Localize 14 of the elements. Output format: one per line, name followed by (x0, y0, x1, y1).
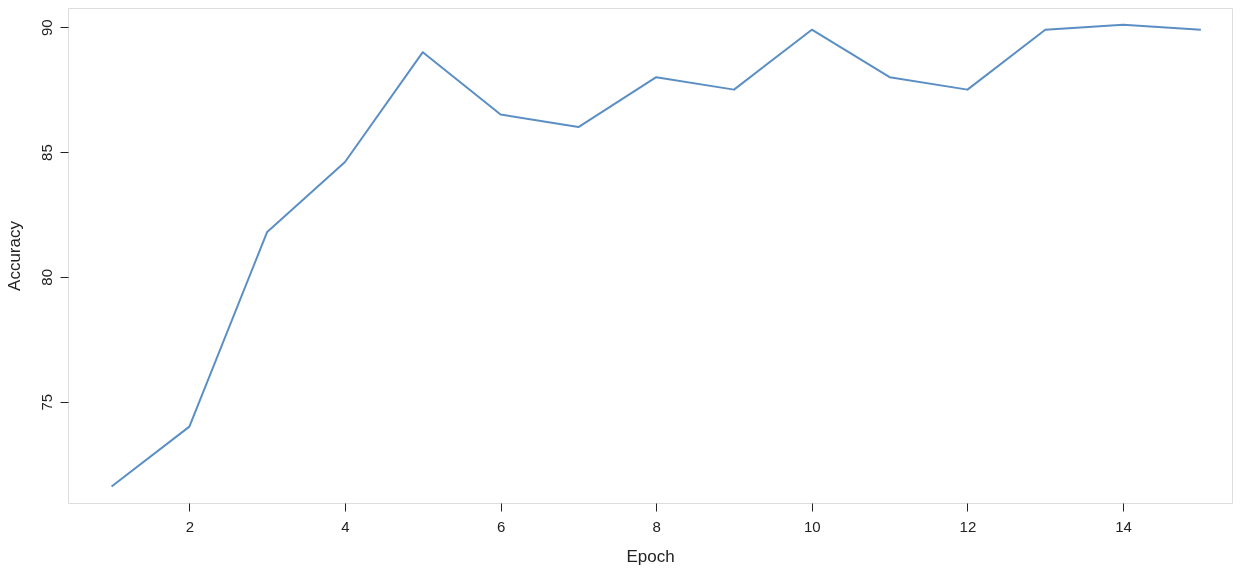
y-tick-label: 85 (37, 144, 55, 161)
x-axis-title: Epoch (626, 546, 675, 566)
x-tick-label: 14 (1115, 517, 1132, 535)
x-tick-label: 6 (496, 517, 506, 535)
x-tick-label: 8 (652, 517, 661, 535)
line-series (110, 23, 1202, 488)
y-axis-title: Accuracy (4, 220, 24, 291)
x-tick-label: 12 (959, 517, 977, 535)
y-tick-label: 80 (37, 269, 55, 286)
y-tick-label: 75 (37, 393, 55, 411)
x-tick-label: 4 (341, 517, 350, 535)
x-tick-label: 10 (804, 517, 821, 535)
x-tick-label: 2 (185, 517, 195, 535)
y-tick-label: 90 (37, 19, 55, 37)
